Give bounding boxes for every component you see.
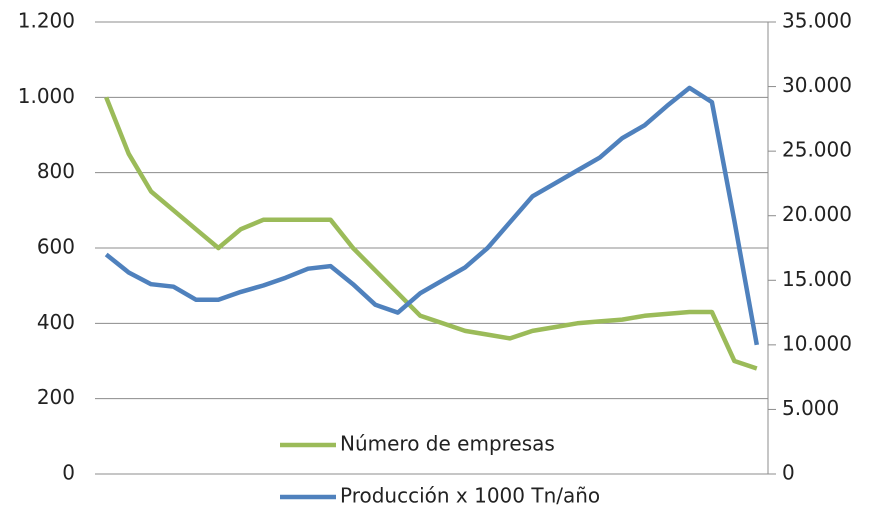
y2-tick-label: 5.000 (782, 396, 839, 420)
y2-tick-label: 0 (782, 461, 795, 485)
y2-tick-label: 10.000 (782, 331, 852, 355)
y2-tick-label: 15.000 (782, 267, 852, 291)
legend-label: Número de empresas (340, 432, 555, 456)
y2-tick-label: 20.000 (782, 202, 852, 226)
y2-tick-label: 30.000 (782, 73, 852, 97)
y-tick-label: 200 (37, 385, 75, 409)
y-tick-label: 0 (62, 461, 75, 485)
legend-label: Producción x 1000 Tn/año (340, 484, 600, 508)
y-tick-label: 600 (37, 235, 75, 259)
y-tick-label: 800 (37, 159, 75, 183)
y-tick-label: 1.200 (18, 9, 75, 33)
y-tick-label: 400 (37, 310, 75, 334)
series-line (104, 96, 758, 371)
y2-tick-label: 25.000 (782, 138, 852, 162)
series-line (104, 85, 760, 346)
y-tick-label: 1.000 (18, 84, 75, 108)
y2-tick-label: 35.000 (782, 9, 852, 33)
